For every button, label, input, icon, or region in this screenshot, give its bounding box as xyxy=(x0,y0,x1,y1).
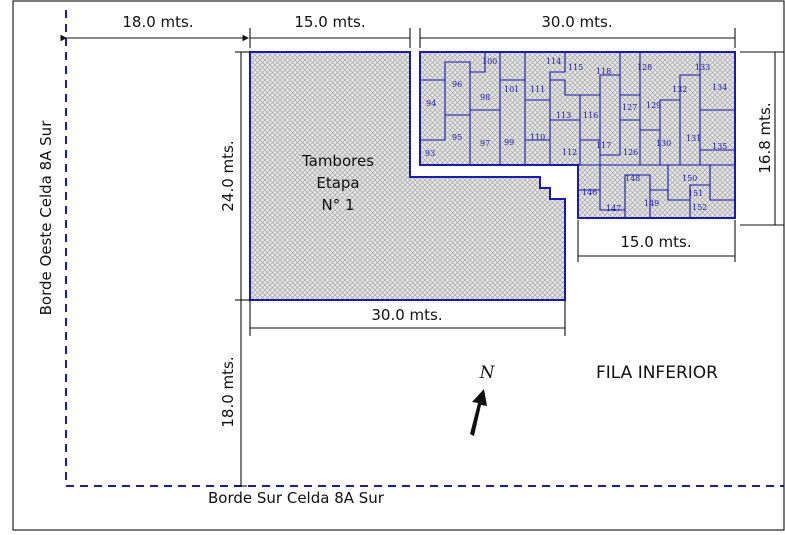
cell-97: 97 xyxy=(480,139,490,148)
cell-95: 95 xyxy=(452,133,462,142)
cell-126: 126 xyxy=(623,148,638,157)
cell-134: 134 xyxy=(712,83,727,92)
bottom-30-dimension-lines xyxy=(249,300,566,336)
cell-147: 147 xyxy=(606,204,621,213)
cell-130: 130 xyxy=(656,139,671,148)
cell-131: 131 xyxy=(686,134,701,143)
cell-149: 149 xyxy=(644,199,659,208)
cell-148: 148 xyxy=(625,174,640,183)
north-label: N xyxy=(479,363,496,383)
cell-133: 133 xyxy=(695,63,710,72)
numbered-cells-area xyxy=(419,51,736,219)
dim-right-vertical: 16.8 mts. xyxy=(756,102,774,173)
cell-94: 94 xyxy=(426,99,436,108)
row-label: FILA INFERIOR xyxy=(596,363,718,383)
cell-113: 113 xyxy=(556,111,571,120)
cell-128: 128 xyxy=(637,63,652,72)
dim-bottom-30: 30.0 mts. xyxy=(371,306,442,324)
cell-93: 93 xyxy=(425,149,435,158)
cell-96: 96 xyxy=(452,80,462,89)
cell-111: 111 xyxy=(530,85,545,94)
cell-127: 127 xyxy=(622,103,637,112)
dim-lower-vertical: 18.0 mts. xyxy=(219,356,237,427)
area-title-line3: N° 1 xyxy=(321,196,354,214)
west-border-label: Borde Oeste Celda 8A Sur xyxy=(37,120,55,316)
cell-150: 150 xyxy=(682,174,697,183)
south-border-label: Borde Sur Celda 8A Sur xyxy=(208,489,385,507)
cell-116: 116 xyxy=(583,111,598,120)
cell-118: 118 xyxy=(596,67,611,76)
area-title-line1: Tambores xyxy=(301,152,374,170)
cell-98: 98 xyxy=(480,93,490,102)
cell-numbers: 93 94 95 96 97 98 99 100 101 110 111 112… xyxy=(425,57,727,213)
cell-132: 132 xyxy=(672,85,687,94)
left-dimension-lines xyxy=(235,51,250,487)
dim-top-right: 30.0 mts. xyxy=(541,13,612,31)
cell-152: 152 xyxy=(692,203,707,212)
cell-grid xyxy=(420,52,735,218)
cell-110: 110 xyxy=(530,133,545,142)
cell-129: 129 xyxy=(646,101,661,110)
cell-100: 100 xyxy=(482,57,497,66)
dim-bottom-15: 15.0 mts. xyxy=(620,233,691,251)
area-title-line2: Etapa xyxy=(316,174,359,192)
cell-117: 117 xyxy=(596,141,611,150)
north-arrow-icon xyxy=(470,389,487,436)
tambores-area xyxy=(249,51,566,301)
page-border xyxy=(12,0,785,531)
cell-115: 115 xyxy=(568,63,583,72)
cell-99: 99 xyxy=(504,138,514,147)
cell-135: 135 xyxy=(712,142,727,151)
cell-146: 146 xyxy=(582,188,597,197)
cell-101: 101 xyxy=(504,85,519,94)
dim-left-vertical: 24.0 mts. xyxy=(219,140,237,211)
dim-top-left: 18.0 mts. xyxy=(122,13,193,31)
bottom-15-dimension-lines xyxy=(577,220,736,262)
dim-top-mid: 15.0 mts. xyxy=(294,13,365,31)
right-dimension-lines xyxy=(740,51,784,226)
cell-151: 151 xyxy=(688,189,703,198)
cell-114: 114 xyxy=(546,57,561,66)
cell-112: 112 xyxy=(562,148,577,157)
top-dimension-lines xyxy=(60,28,736,48)
